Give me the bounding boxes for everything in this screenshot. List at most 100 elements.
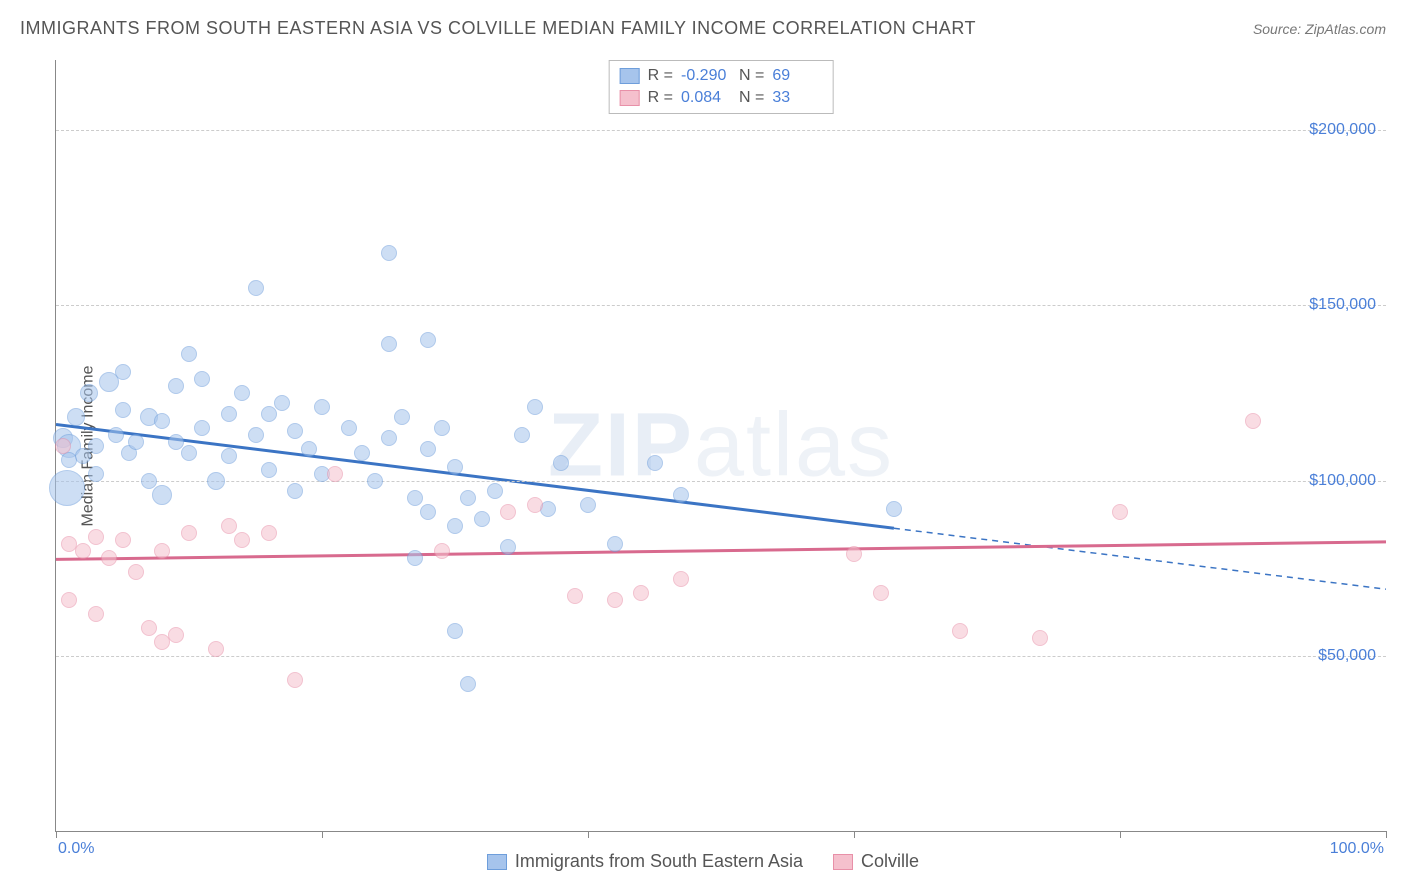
scatter-point bbox=[460, 676, 476, 692]
scatter-point bbox=[248, 427, 264, 443]
scatter-point bbox=[181, 445, 197, 461]
scatter-point bbox=[88, 466, 104, 482]
scatter-point bbox=[128, 434, 144, 450]
scatter-point bbox=[88, 529, 104, 545]
scatter-point bbox=[101, 550, 117, 566]
scatter-point bbox=[261, 406, 277, 422]
scatter-point bbox=[221, 518, 237, 534]
scatter-point bbox=[500, 539, 516, 555]
x-tick-min: 0.0% bbox=[58, 840, 94, 858]
scatter-point bbox=[1032, 630, 1048, 646]
legend-label-0: Immigrants from South Eastern Asia bbox=[515, 851, 803, 872]
scatter-point bbox=[487, 483, 503, 499]
scatter-point bbox=[80, 384, 98, 402]
scatter-point bbox=[607, 536, 623, 552]
legend-label-1: Colville bbox=[861, 851, 919, 872]
stats-row-1: R = 0.084 N = 33 bbox=[620, 87, 823, 109]
scatter-point bbox=[407, 550, 423, 566]
scatter-point bbox=[261, 525, 277, 541]
scatter-point bbox=[673, 487, 689, 503]
scatter-point bbox=[274, 395, 290, 411]
scatter-point bbox=[55, 438, 71, 454]
scatter-point bbox=[873, 585, 889, 601]
y-tick-label: $50,000 bbox=[1318, 647, 1376, 665]
y-tick-label: $100,000 bbox=[1309, 472, 1376, 490]
scatter-point bbox=[394, 409, 410, 425]
swatch-series-1 bbox=[833, 854, 853, 870]
scatter-point bbox=[381, 336, 397, 352]
scatter-point bbox=[194, 420, 210, 436]
scatter-point bbox=[327, 466, 343, 482]
x-tick bbox=[1386, 831, 1387, 838]
scatter-point bbox=[407, 490, 423, 506]
scatter-point bbox=[434, 420, 450, 436]
y-tick-label: $150,000 bbox=[1309, 296, 1376, 314]
r-value-1: 0.084 bbox=[681, 89, 731, 107]
scatter-point bbox=[553, 455, 569, 471]
scatter-point bbox=[152, 485, 172, 505]
scatter-point bbox=[88, 606, 104, 622]
trend-line-dashed bbox=[894, 528, 1386, 589]
gridline bbox=[56, 305, 1386, 306]
n-label: N = bbox=[739, 67, 764, 85]
scatter-point bbox=[527, 399, 543, 415]
scatter-point bbox=[154, 543, 170, 559]
trend-line-solid bbox=[56, 542, 1386, 560]
scatter-point bbox=[261, 462, 277, 478]
scatter-point bbox=[500, 504, 516, 520]
scatter-point bbox=[115, 402, 131, 418]
watermark: ZIPatlas bbox=[548, 394, 894, 497]
scatter-point bbox=[221, 448, 237, 464]
scatter-point bbox=[141, 473, 157, 489]
x-tick bbox=[588, 831, 589, 838]
scatter-point bbox=[194, 371, 210, 387]
scatter-point bbox=[527, 497, 543, 513]
chart-title: IMMIGRANTS FROM SOUTH EASTERN ASIA VS CO… bbox=[20, 18, 976, 39]
scatter-point bbox=[88, 438, 104, 454]
scatter-point bbox=[647, 455, 663, 471]
scatter-point bbox=[314, 399, 330, 415]
scatter-point bbox=[420, 332, 436, 348]
swatch-series-1 bbox=[620, 90, 640, 106]
scatter-point bbox=[420, 504, 436, 520]
source-label: Source: ZipAtlas.com bbox=[1253, 21, 1386, 37]
title-bar: IMMIGRANTS FROM SOUTH EASTERN ASIA VS CO… bbox=[20, 18, 1386, 39]
x-tick bbox=[1120, 831, 1121, 838]
scatter-point bbox=[447, 459, 463, 475]
scatter-point bbox=[128, 564, 144, 580]
scatter-point bbox=[420, 441, 436, 457]
scatter-point bbox=[354, 445, 370, 461]
r-label: R = bbox=[648, 89, 673, 107]
scatter-point bbox=[75, 448, 91, 464]
scatter-point bbox=[381, 430, 397, 446]
scatter-point bbox=[115, 532, 131, 548]
plot-area: ZIPatlas R = -0.290 N = 69 R = 0.084 N =… bbox=[55, 60, 1386, 832]
x-tick bbox=[56, 831, 57, 838]
scatter-point bbox=[673, 571, 689, 587]
scatter-point bbox=[460, 490, 476, 506]
r-value-0: -0.290 bbox=[681, 67, 731, 85]
scatter-point bbox=[287, 423, 303, 439]
scatter-point bbox=[567, 588, 583, 604]
stats-row-0: R = -0.290 N = 69 bbox=[620, 65, 823, 87]
n-value-1: 33 bbox=[772, 89, 822, 107]
gridline bbox=[56, 656, 1386, 657]
x-tick-max: 100.0% bbox=[1330, 840, 1384, 858]
scatter-point bbox=[181, 346, 197, 362]
scatter-point bbox=[447, 623, 463, 639]
scatter-point bbox=[154, 413, 170, 429]
scatter-point bbox=[1112, 504, 1128, 520]
bottom-legend: Immigrants from South Eastern Asia Colvi… bbox=[0, 851, 1406, 872]
scatter-point bbox=[108, 427, 124, 443]
scatter-point bbox=[207, 472, 225, 490]
scatter-point bbox=[49, 470, 85, 506]
n-label: N = bbox=[739, 89, 764, 107]
scatter-point bbox=[208, 641, 224, 657]
scatter-point bbox=[633, 585, 649, 601]
scatter-point bbox=[952, 623, 968, 639]
r-label: R = bbox=[648, 67, 673, 85]
scatter-point bbox=[61, 592, 77, 608]
scatter-point bbox=[168, 378, 184, 394]
scatter-point bbox=[367, 473, 383, 489]
scatter-point bbox=[434, 543, 450, 559]
